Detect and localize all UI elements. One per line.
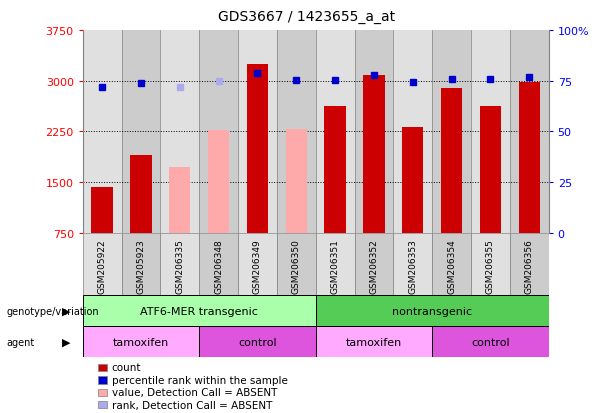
Text: GSM206350: GSM206350 — [292, 238, 301, 293]
Text: count: count — [112, 363, 141, 373]
Text: nontransgenic: nontransgenic — [392, 306, 472, 316]
Text: ▶: ▶ — [62, 337, 70, 347]
Bar — [510, 31, 549, 233]
Text: GSM206355: GSM206355 — [486, 238, 495, 293]
Bar — [441, 89, 462, 233]
Text: GSM206356: GSM206356 — [525, 238, 534, 293]
Bar — [471, 31, 510, 233]
Bar — [169, 168, 191, 233]
Text: GSM206349: GSM206349 — [253, 238, 262, 293]
Bar — [316, 295, 549, 326]
Text: value, Detection Call = ABSENT: value, Detection Call = ABSENT — [112, 387, 277, 397]
Text: GSM206354: GSM206354 — [447, 238, 456, 293]
Bar — [519, 83, 540, 233]
Text: control: control — [471, 337, 510, 347]
Text: GDS3667 / 1423655_a_at: GDS3667 / 1423655_a_at — [218, 10, 395, 24]
Bar — [199, 233, 238, 295]
Bar — [354, 233, 394, 295]
Text: GSM206353: GSM206353 — [408, 238, 417, 293]
Bar — [432, 31, 471, 233]
Bar — [394, 31, 432, 233]
Bar — [402, 128, 424, 233]
Bar — [208, 131, 229, 233]
Bar — [316, 31, 354, 233]
Text: percentile rank within the sample: percentile rank within the sample — [112, 375, 287, 385]
Bar — [238, 31, 277, 233]
Bar — [121, 233, 161, 295]
Bar — [91, 188, 113, 233]
Text: tamoxifen: tamoxifen — [346, 337, 402, 347]
Bar — [238, 233, 277, 295]
Bar — [480, 107, 501, 233]
Text: GSM206351: GSM206351 — [330, 238, 340, 293]
Bar — [161, 233, 199, 295]
Bar — [324, 107, 346, 233]
Text: GSM205922: GSM205922 — [97, 238, 107, 293]
Bar — [277, 233, 316, 295]
Text: tamoxifen: tamoxifen — [113, 337, 169, 347]
Bar — [83, 233, 121, 295]
Bar — [394, 233, 432, 295]
Text: ATF6-MER transgenic: ATF6-MER transgenic — [140, 306, 258, 316]
Bar — [199, 326, 316, 357]
Text: GSM206335: GSM206335 — [175, 238, 185, 293]
Bar — [316, 326, 432, 357]
Text: control: control — [238, 337, 277, 347]
Bar — [83, 295, 316, 326]
Bar — [161, 31, 199, 233]
Text: rank, Detection Call = ABSENT: rank, Detection Call = ABSENT — [112, 400, 272, 410]
Bar — [121, 31, 161, 233]
Text: agent: agent — [6, 337, 34, 347]
Bar — [247, 65, 268, 233]
Bar — [131, 156, 151, 233]
Text: ▶: ▶ — [62, 306, 70, 316]
Bar — [286, 129, 307, 233]
Bar — [432, 233, 471, 295]
Bar — [354, 31, 394, 233]
Text: GSM206348: GSM206348 — [214, 238, 223, 293]
Bar — [471, 233, 510, 295]
Bar — [83, 31, 121, 233]
Bar — [199, 31, 238, 233]
Bar — [432, 326, 549, 357]
Bar — [364, 76, 384, 233]
Text: genotype/variation: genotype/variation — [6, 306, 99, 316]
Bar — [510, 233, 549, 295]
Bar — [277, 31, 316, 233]
Text: GSM205923: GSM205923 — [137, 238, 145, 293]
Text: GSM206352: GSM206352 — [370, 238, 378, 293]
Bar — [83, 326, 199, 357]
Bar — [316, 233, 354, 295]
